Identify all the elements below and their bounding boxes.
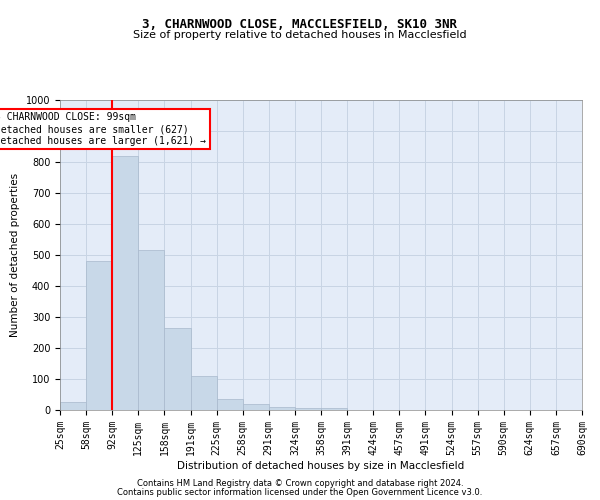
Text: 3, CHARNWOOD CLOSE, MACCLESFIELD, SK10 3NR: 3, CHARNWOOD CLOSE, MACCLESFIELD, SK10 3… — [143, 18, 458, 30]
Bar — [191, 376, 217, 410]
X-axis label: Distribution of detached houses by size in Macclesfield: Distribution of detached houses by size … — [178, 460, 464, 470]
Bar — [112, 156, 139, 410]
Y-axis label: Number of detached properties: Number of detached properties — [10, 173, 20, 337]
Bar — [243, 404, 269, 410]
Bar — [60, 402, 86, 410]
Bar — [86, 261, 112, 410]
Bar — [217, 399, 243, 410]
Bar — [139, 250, 164, 410]
Text: Size of property relative to detached houses in Macclesfield: Size of property relative to detached ho… — [133, 30, 467, 40]
Bar — [321, 408, 347, 410]
Bar — [164, 328, 191, 410]
Text: Contains HM Land Registry data © Crown copyright and database right 2024.: Contains HM Land Registry data © Crown c… — [137, 478, 463, 488]
Text: 3 CHARNWOOD CLOSE: 99sqm
← 28% of detached houses are smaller (627)
71% of semi-: 3 CHARNWOOD CLOSE: 99sqm ← 28% of detach… — [0, 112, 206, 146]
Bar — [269, 407, 295, 410]
Bar — [295, 408, 321, 410]
Text: Contains public sector information licensed under the Open Government Licence v3: Contains public sector information licen… — [118, 488, 482, 497]
